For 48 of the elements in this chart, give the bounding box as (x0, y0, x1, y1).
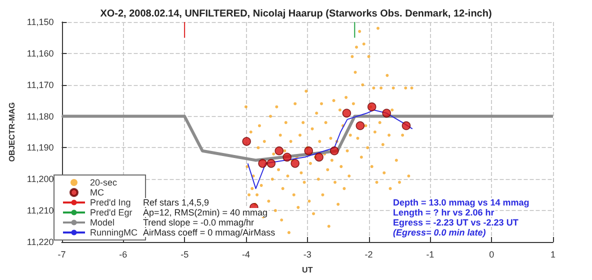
annotation: Trend slope = -0.0 mmag/hr (143, 218, 254, 228)
point (282, 152, 292, 162)
annotation: Depth = 13.0 mmag vs 14 mmag (393, 198, 530, 208)
y-tick-label: 11,170 (26, 80, 54, 90)
point (330, 146, 339, 156)
annotation: Length = ? hr vs 2.06 hr (393, 208, 495, 218)
y-tick-label: 11,160 (26, 48, 54, 58)
x-tick-label: -3 (303, 250, 312, 260)
point (258, 159, 267, 168)
annotation: Egress = -2.23 UT vs -2.23 UT (393, 218, 519, 228)
legend-label: Pred'd Egr (90, 208, 132, 218)
point (367, 102, 376, 112)
annotation: Ref stars 1,4,5,9 (143, 198, 210, 208)
x-tick-label: -6 (119, 250, 128, 260)
annotation: Ap=12, RMS(2min) = 40 mmag (143, 208, 268, 218)
x-tick-label: -1 (426, 250, 434, 260)
x-tick-label: -2 (364, 250, 373, 260)
point (290, 159, 300, 168)
y-tick-label: 11,180 (26, 111, 54, 122)
x-tick-label: -5 (180, 250, 189, 260)
legend-label: MC (90, 188, 104, 198)
y-tick-label: 11,200 (26, 174, 54, 184)
point (342, 108, 352, 118)
y-tick-label: 11,220 (26, 237, 54, 247)
y-tick-label: 11,190 (26, 142, 54, 153)
annotation: AirMass coeff = 0 mmag/AirMass (143, 228, 276, 238)
x-tick-label: -7 (58, 250, 66, 260)
x-tick-label: 0 (489, 250, 494, 260)
x-tick-label: 1 (550, 250, 556, 260)
y-tick-label: 11,210 (26, 206, 54, 216)
point (266, 159, 276, 168)
point (242, 137, 251, 146)
chart-title: XO-2, 2008.02.14, UNFILTERED, Nicolaj Haarup (Starworks Obs. Denmark, 12-inch) (100, 8, 492, 20)
point (304, 146, 314, 156)
legend-label: Model (90, 218, 115, 228)
point (356, 121, 365, 130)
x-axis-title: UT (302, 266, 313, 274)
y-tick-label: 11,150 (26, 17, 54, 27)
legend-label: Pred'd Ing (90, 198, 131, 208)
legend-label: RunningMC (90, 228, 138, 238)
point (402, 121, 411, 130)
annotation: (Egress= 0.0 min late) (393, 228, 486, 238)
x-tick-label: -4 (242, 250, 250, 260)
point (314, 152, 324, 162)
point (382, 108, 391, 118)
legend-label: 20-sec (90, 178, 118, 188)
y-axis-title: OBJECTR-MAG (8, 102, 16, 162)
point (274, 146, 284, 156)
